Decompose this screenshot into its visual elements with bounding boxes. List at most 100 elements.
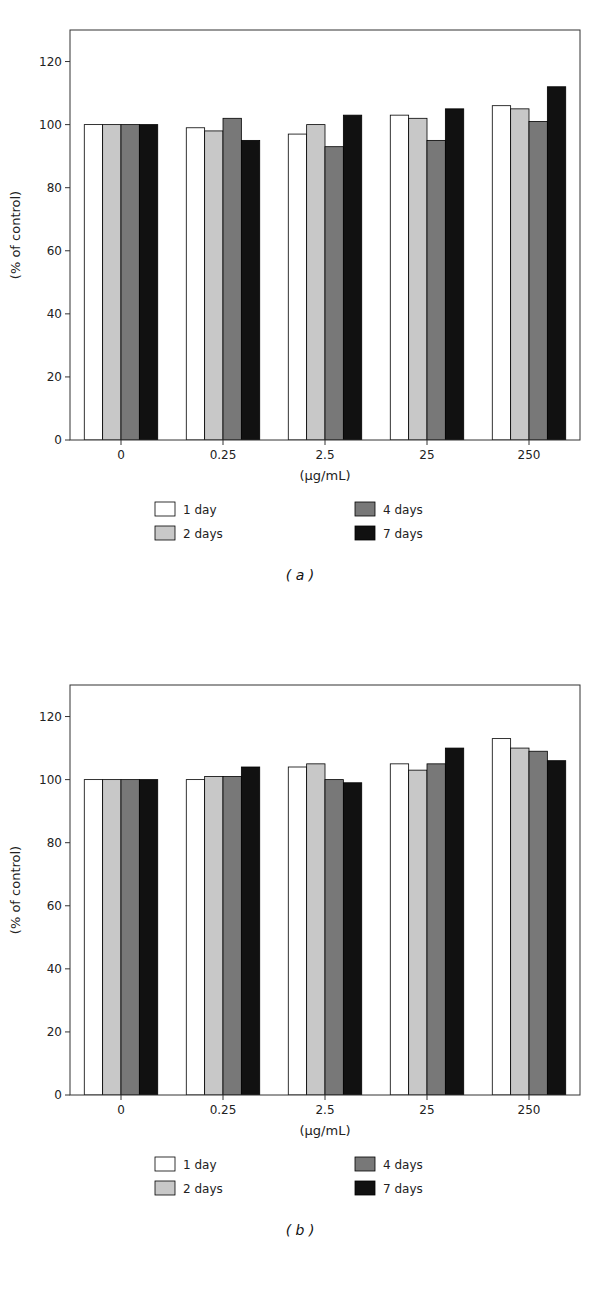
y-tick-label: 60 [47,899,62,913]
x-tick-label: 0 [117,1103,125,1117]
legend-swatch [155,526,175,540]
bars [84,87,565,440]
legend-swatch [155,1157,175,1171]
plot-frame [70,685,580,1095]
legend-label: 7 days [383,1182,423,1196]
x-tick [223,440,224,445]
bar [103,125,121,440]
chart-title: ( a ) [286,567,314,583]
bar [427,764,445,1095]
bar [223,118,241,440]
y-tick [65,1095,70,1096]
bar [343,783,361,1095]
y-tick [65,61,70,62]
y-tick-label: 120 [39,55,62,69]
chart: 02040608010012000.252.525250(μg/mL)(% of… [8,685,580,1238]
x-tick [121,440,122,445]
legend-swatch [355,502,375,516]
bar [103,780,121,1095]
bar [139,780,157,1095]
y-axis-label: (% of control) [8,846,23,934]
y-tick-label: 0 [54,1088,62,1102]
x-tick [427,440,428,445]
x-tick-label: 2.5 [315,1103,334,1117]
bar [409,770,427,1095]
bar [241,767,259,1095]
x-tick [223,1095,224,1100]
legend: 1 day2 days4 days7 days [155,502,423,541]
bar [325,780,343,1095]
legend-label: 2 days [183,527,223,541]
y-tick-label: 60 [47,244,62,258]
chart-title: ( b ) [286,1222,315,1238]
x-tick-label: 250 [518,448,541,462]
x-tick [325,1095,326,1100]
legend-swatch [355,1181,375,1195]
bar [205,776,223,1095]
legend-label: 2 days [183,1182,223,1196]
legend-swatch [155,502,175,516]
legend-swatch [355,1157,375,1171]
x-tick [529,440,530,445]
bar [492,739,510,1095]
legend-swatch [155,1181,175,1195]
bar [390,115,408,440]
y-tick-label: 120 [39,710,62,724]
bar [529,751,547,1095]
legend-swatch [355,526,375,540]
bar [241,140,259,440]
bars [84,739,565,1095]
bar [343,115,361,440]
y-tick [65,1031,70,1032]
bar [205,131,223,440]
x-tick [529,1095,530,1100]
x-tick-label: 25 [419,448,434,462]
chart: 02040608010012000.252.525250(μg/mL)(% of… [8,30,580,583]
y-tick-label: 80 [47,836,62,850]
bar [186,128,204,440]
y-tick [65,842,70,843]
x-axis-label: (μg/mL) [300,468,351,483]
legend-label: 7 days [383,527,423,541]
y-tick [65,968,70,969]
y-tick-label: 80 [47,181,62,195]
y-tick-label: 20 [47,1025,62,1039]
bar [547,761,565,1095]
bar [307,125,325,440]
bar [445,109,463,440]
bar [186,780,204,1095]
x-tick-label: 0 [117,448,125,462]
x-tick [121,1095,122,1100]
y-tick [65,779,70,780]
background [0,0,600,1310]
x-tick-label: 25 [419,1103,434,1117]
legend: 1 day2 days4 days7 days [155,1157,423,1196]
x-tick-label: 0.25 [210,1103,237,1117]
legend-label: 4 days [383,503,423,517]
bar [492,106,510,440]
bar [288,134,306,440]
bar [223,776,241,1095]
x-tick [325,440,326,445]
y-tick [65,905,70,906]
y-tick [65,124,70,125]
y-tick-label: 40 [47,962,62,976]
bar [529,121,547,440]
x-tick [427,1095,428,1100]
bar [307,764,325,1095]
legend-label: 4 days [383,1158,423,1172]
y-tick [65,376,70,377]
bar [511,748,529,1095]
y-tick-label: 0 [54,433,62,447]
bar [427,140,445,440]
bar [445,748,463,1095]
figure: 02040608010012000.252.525250(μg/mL)(% of… [0,0,600,1310]
bar [84,780,102,1095]
y-tick [65,250,70,251]
y-tick-label: 40 [47,307,62,321]
y-tick-label: 20 [47,370,62,384]
bar [409,118,427,440]
bar [288,767,306,1095]
bar [121,125,139,440]
y-tick [65,440,70,441]
